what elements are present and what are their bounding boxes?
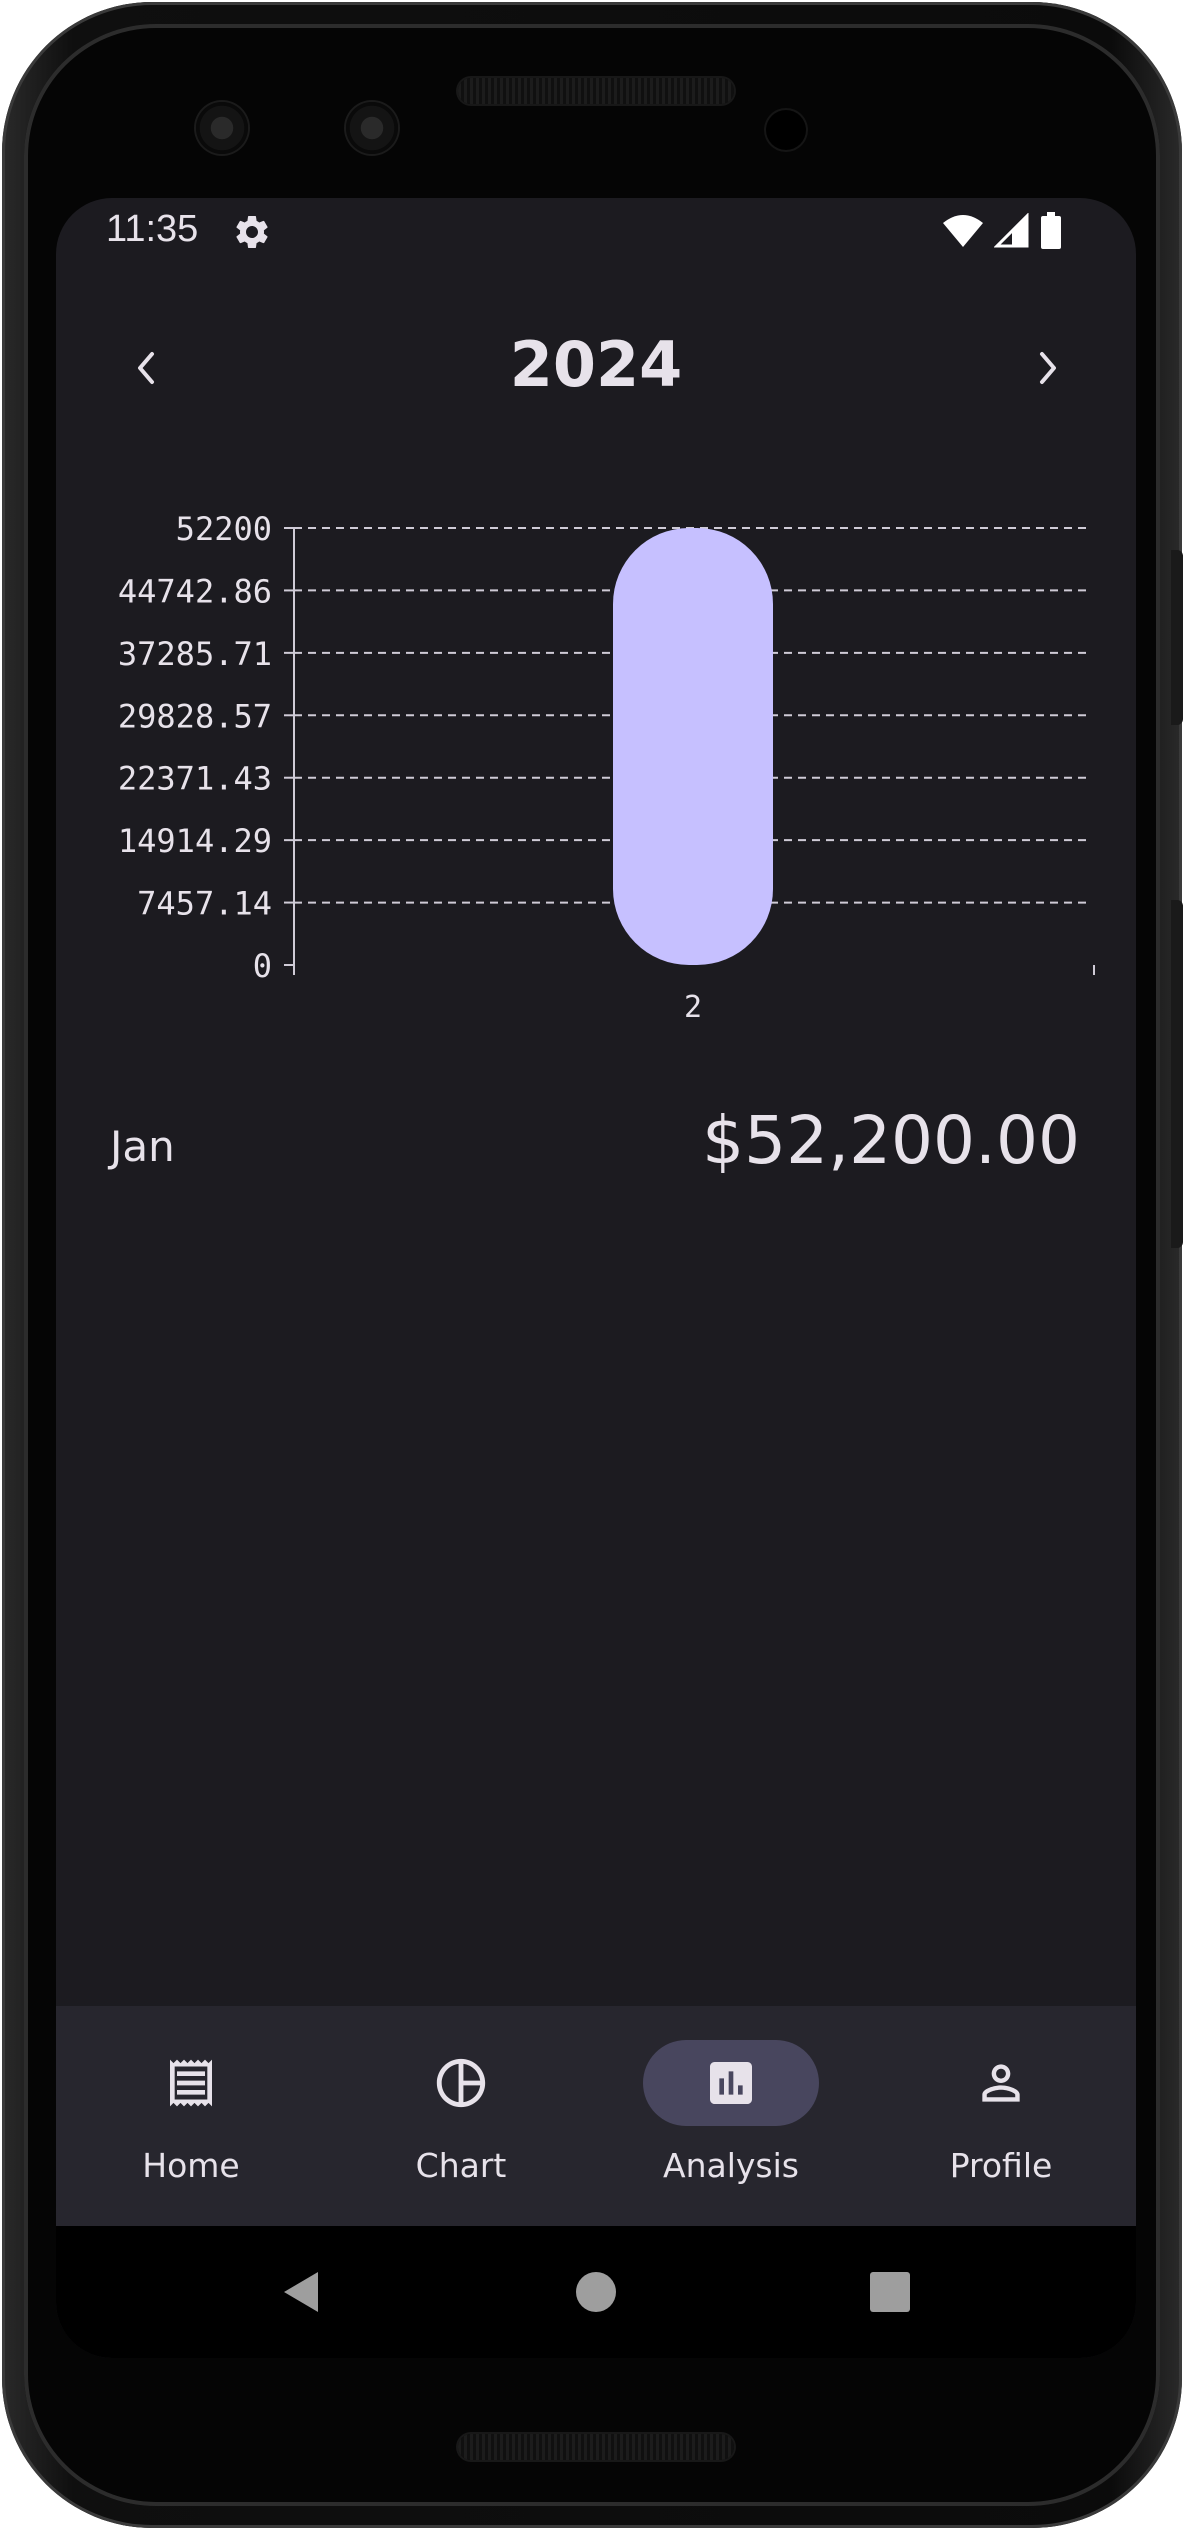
pie-chart-icon <box>436 2058 486 2108</box>
summary-amount: $52,200.00 <box>702 1102 1080 1179</box>
nav-item-home[interactable]: Home <box>56 2006 326 2226</box>
nav-label-home: Home <box>142 2146 240 2185</box>
wifi-icon <box>942 213 984 253</box>
y-tick-label: 29828.57 <box>118 697 272 735</box>
back-triangle-icon <box>284 2272 318 2312</box>
front-camera-icon <box>346 102 398 154</box>
system-navigation-bar <box>56 2226 1136 2358</box>
person-icon <box>982 2064 1020 2102</box>
bottom-speaker <box>458 2434 734 2460</box>
y-tick-label: 7457.14 <box>137 885 272 923</box>
home-circle-icon <box>576 2272 616 2312</box>
x-tick-label: 2 <box>684 990 702 1025</box>
nav-label-chart: Chart <box>415 2146 507 2185</box>
nav-label-analysis: Analysis <box>663 2146 799 2185</box>
volume-rocker <box>1171 900 1183 1248</box>
monthly-bar-chart: 52200 44742.86 37285.71 29828.57 22371.43 149… <box>56 498 1136 1038</box>
earpiece-speaker <box>458 78 734 104</box>
nav-label-profile: Profile <box>949 2146 1053 2185</box>
cell-signal-icon <box>993 212 1030 253</box>
previous-year-button[interactable] <box>116 338 176 398</box>
nav-pill <box>913 2040 1089 2126</box>
bottom-navigation: Home Chart Analysis <box>56 2006 1136 2226</box>
y-tick-label: 52200 <box>176 510 272 548</box>
y-tick-label: 0 <box>253 947 272 985</box>
y-tick-label: 22371.43 <box>118 760 272 798</box>
nav-item-analysis[interactable]: Analysis <box>596 2006 866 2226</box>
receipt-icon <box>170 2059 212 2107</box>
screen: 11:35 <box>56 198 1136 2358</box>
year-selector: 2024 <box>56 308 1136 428</box>
recents-square-icon <box>870 2272 910 2312</box>
summary-month-label: Jan <box>110 1122 175 1171</box>
status-bar: 11:35 <box>56 198 1136 268</box>
y-tick-label: 44742.86 <box>118 572 272 610</box>
proximity-sensor <box>766 110 806 150</box>
battery-icon <box>1040 212 1062 254</box>
next-year-button[interactable] <box>1018 338 1078 398</box>
nav-item-profile[interactable]: Profile <box>866 2006 1136 2226</box>
chevron-left-icon <box>138 352 154 384</box>
nav-item-chart[interactable]: Chart <box>326 2006 596 2226</box>
y-tick-label: 37285.71 <box>118 635 272 673</box>
status-time: 11:35 <box>106 208 199 250</box>
system-back-button[interactable] <box>264 2256 336 2328</box>
power-button <box>1171 550 1183 725</box>
system-home-button[interactable] <box>560 2256 632 2328</box>
year-title: 2024 <box>509 328 683 401</box>
system-recents-button[interactable] <box>854 2256 926 2328</box>
bar-chart-icon <box>710 2062 752 2104</box>
nav-pill-active <box>643 2040 819 2126</box>
bar-2 <box>613 528 773 965</box>
month-summary-row[interactable]: Jan $52,200.00 <box>110 1098 1080 1198</box>
front-camera-icon <box>196 102 248 154</box>
nav-pill <box>373 2040 549 2126</box>
status-icons <box>942 212 1062 254</box>
bar-chart-svg: 52200 44742.86 37285.71 29828.57 22371.43 149… <box>118 510 1095 1025</box>
gear-icon <box>232 212 272 252</box>
y-tick-label: 14914.29 <box>118 822 272 860</box>
chevron-right-icon <box>1040 352 1056 384</box>
nav-pill <box>103 2040 279 2126</box>
